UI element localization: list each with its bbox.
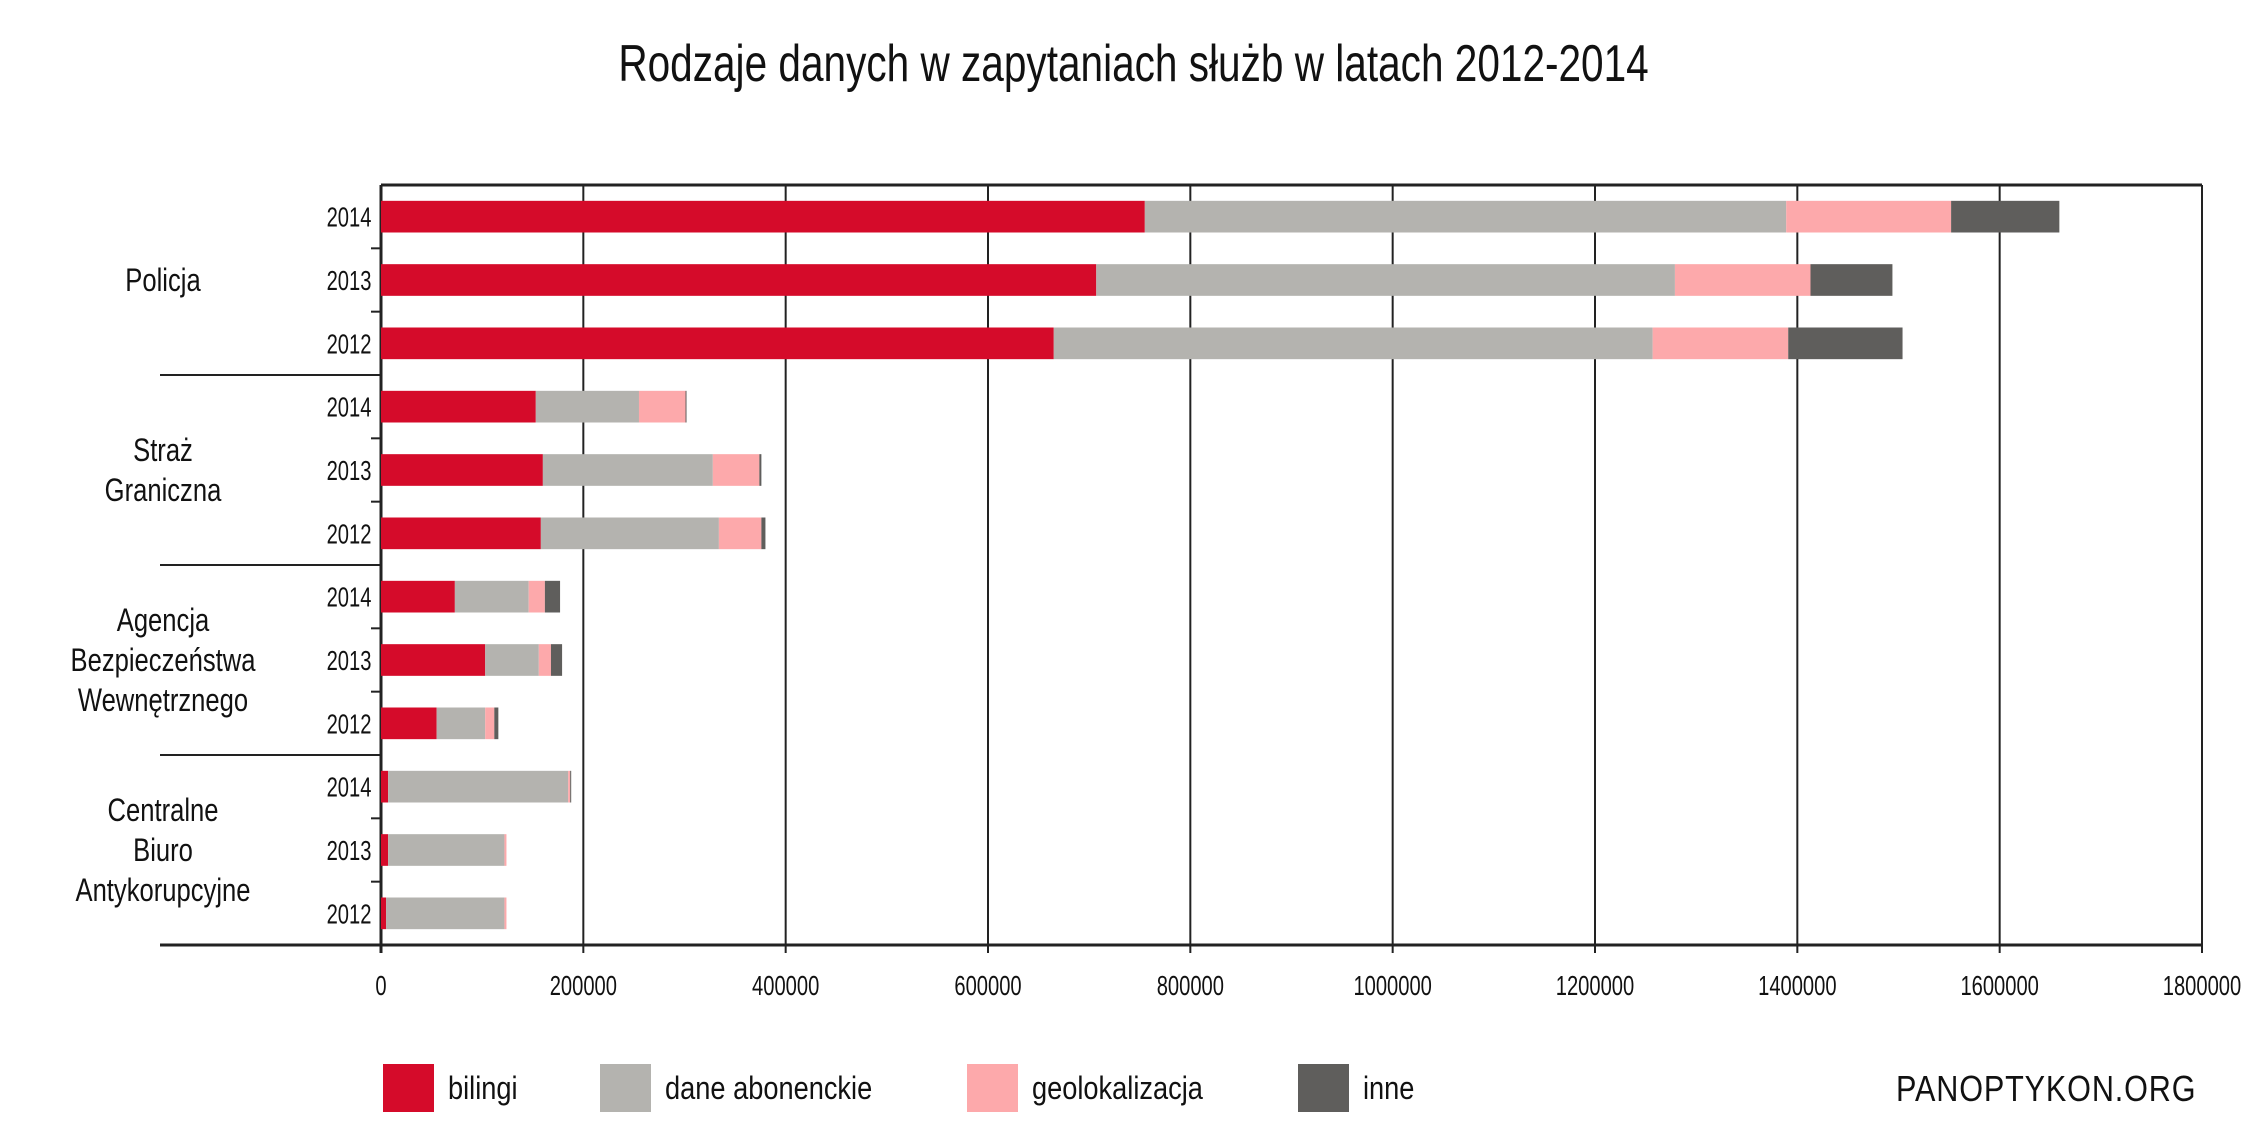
brand-logo: PANOPTYKON.ORG bbox=[1895, 1068, 2196, 1109]
x-tick-label: 600000 bbox=[954, 971, 1021, 1002]
legend-label: bilingi bbox=[448, 1069, 518, 1106]
bar-segment-geolokalizacja bbox=[504, 897, 507, 930]
bar-segment-dane-abonenckie bbox=[454, 580, 529, 613]
bar-segment-bilingi bbox=[381, 897, 387, 930]
bar-segment-inne bbox=[685, 390, 687, 423]
year-label: 2012 bbox=[327, 519, 372, 550]
year-label: 2012 bbox=[327, 329, 372, 360]
legend-label: inne bbox=[1363, 1069, 1415, 1106]
bar-segment-geolokalizacja bbox=[568, 770, 571, 803]
x-tick-label: 200000 bbox=[550, 971, 617, 1002]
bar-segment-inne bbox=[544, 580, 561, 613]
year-label: 2012 bbox=[327, 709, 372, 740]
legend-label: geolokalizacja bbox=[1032, 1069, 1203, 1106]
bar-segment-dane-abonenckie bbox=[386, 897, 505, 930]
bar-segment-bilingi bbox=[381, 580, 455, 613]
year-label: 2013 bbox=[327, 266, 372, 297]
bar-segment-inne bbox=[759, 454, 762, 486]
bar-segment-dane-abonenckie bbox=[485, 644, 539, 676]
legend-item-dane-abonenckie: dane abonenckie bbox=[600, 1064, 909, 1112]
bar-segment-bilingi bbox=[381, 834, 389, 866]
bar-segment-bilingi bbox=[381, 454, 543, 486]
bar-segment-geolokalizacja bbox=[1786, 200, 1952, 233]
bar-segment-dane-abonenckie bbox=[388, 770, 569, 803]
year-label: 2014 bbox=[327, 773, 372, 804]
group-label: Agencja bbox=[117, 603, 210, 638]
bar-segment-bilingi bbox=[381, 517, 541, 550]
x-tick-label: 1600000 bbox=[1960, 971, 2038, 1002]
legend-item-geolokalizacja: geolokalizacja bbox=[967, 1064, 1233, 1112]
year-label: 2014 bbox=[327, 583, 372, 614]
bar-segment-inne bbox=[1810, 264, 1893, 296]
group-label: Antykorupcyjne bbox=[76, 873, 251, 908]
legend-swatch-bilingi bbox=[383, 1064, 434, 1112]
bar-segment-bilingi bbox=[381, 707, 437, 740]
legend-item-inne: inne bbox=[1298, 1064, 1424, 1112]
bar-segment-inne bbox=[1788, 327, 1903, 360]
bar-segment-bilingi bbox=[381, 770, 389, 803]
bar-segment-inne bbox=[570, 770, 572, 803]
year-label: 2014 bbox=[327, 203, 372, 234]
bar-segment-dane-abonenckie bbox=[436, 707, 486, 740]
bar-segment-dane-abonenckie bbox=[1096, 264, 1675, 296]
group-label: Bezpieczeństwa bbox=[71, 643, 257, 678]
bar-segment-dane-abonenckie bbox=[1144, 200, 1787, 233]
bar-segment-bilingi bbox=[381, 390, 536, 423]
year-label: 2012 bbox=[327, 899, 372, 930]
bar-segment-inne bbox=[1951, 200, 2060, 233]
x-tick-label: 1000000 bbox=[1353, 971, 1431, 1002]
bar-segment-geolokalizacja bbox=[1652, 327, 1789, 360]
bar-segment-geolokalizacja bbox=[638, 390, 686, 423]
x-tick-label: 0 bbox=[375, 971, 386, 1002]
x-tick-label: 400000 bbox=[752, 971, 819, 1002]
bar-segment-geolokalizacja bbox=[538, 644, 551, 676]
x-tick-label: 1800000 bbox=[2163, 971, 2241, 1002]
bar-segment-bilingi bbox=[381, 264, 1097, 296]
year-label: 2013 bbox=[327, 836, 372, 867]
group-label: Centralne bbox=[108, 793, 219, 828]
group-label: Policja bbox=[125, 263, 201, 298]
bar-segment-bilingi bbox=[381, 327, 1054, 360]
bar-segment-geolokalizacja bbox=[485, 707, 495, 740]
bar-segment-inne bbox=[550, 644, 563, 676]
bar-segment-geolokalizacja bbox=[712, 454, 760, 486]
bar-segment-geolokalizacja bbox=[1674, 264, 1811, 296]
bar-segment-dane-abonenckie bbox=[1053, 327, 1653, 360]
group-label: Biuro bbox=[133, 833, 193, 868]
year-label: 2013 bbox=[327, 646, 372, 677]
bar-segment-bilingi bbox=[381, 644, 486, 676]
bar-segment-dane-abonenckie bbox=[540, 517, 719, 550]
year-label: 2013 bbox=[327, 456, 372, 487]
bar-segment-geolokalizacja bbox=[528, 580, 545, 613]
bar-segment-bilingi bbox=[381, 200, 1145, 233]
x-tick-label: 1200000 bbox=[1556, 971, 1634, 1002]
chart-title: Rodzaje danych w zapytaniach służb w lat… bbox=[618, 35, 1650, 93]
x-tick-label: 1400000 bbox=[1758, 971, 1836, 1002]
legend-swatch-geolokalizacja bbox=[967, 1064, 1018, 1112]
bar-segment-dane-abonenckie bbox=[388, 834, 505, 866]
legend-swatch-dane-abonenckie bbox=[600, 1064, 651, 1112]
bar-segment-geolokalizacja bbox=[718, 517, 762, 550]
group-label: Graniczna bbox=[105, 473, 222, 508]
bar-segment-inne bbox=[761, 517, 766, 550]
bar-segment-dane-abonenckie bbox=[542, 454, 713, 486]
x-tick-label: 800000 bbox=[1157, 971, 1224, 1002]
legend-swatch-inne bbox=[1298, 1064, 1349, 1112]
legend-label: dane abonenckie bbox=[665, 1069, 873, 1106]
year-label: 2014 bbox=[327, 393, 372, 424]
group-label: Straż bbox=[133, 433, 193, 468]
legend-item-bilingi: bilingi bbox=[383, 1064, 530, 1112]
group-label: Wewnętrznego bbox=[78, 683, 248, 718]
bar-segment-dane-abonenckie bbox=[535, 390, 639, 423]
bar-segment-geolokalizacja bbox=[504, 834, 507, 866]
bar-segment-inne bbox=[494, 707, 499, 740]
